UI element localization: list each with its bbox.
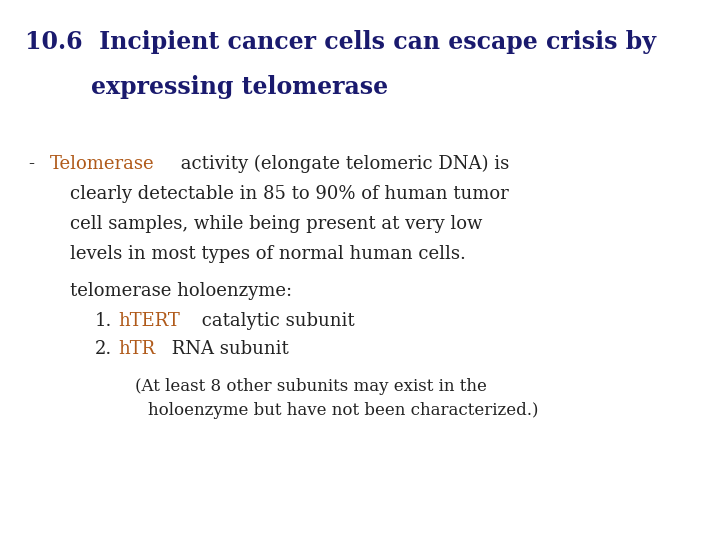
Text: activity (elongate telomeric DNA) is: activity (elongate telomeric DNA) is	[175, 155, 509, 173]
Text: clearly detectable in 85 to 90% of human tumor: clearly detectable in 85 to 90% of human…	[70, 185, 509, 203]
Text: cell samples, while being present at very low: cell samples, while being present at ver…	[70, 215, 482, 233]
Text: holoenzyme but have not been characterized.): holoenzyme but have not been characteriz…	[148, 402, 539, 419]
Text: levels in most types of normal human cells.: levels in most types of normal human cel…	[70, 245, 466, 263]
Text: -: -	[28, 155, 34, 173]
Text: 10.6  Incipient cancer cells can escape crisis by: 10.6 Incipient cancer cells can escape c…	[25, 30, 656, 54]
Text: 2.: 2.	[95, 340, 112, 358]
Text: 1.: 1.	[95, 312, 112, 330]
Text: Telomerase: Telomerase	[50, 155, 155, 173]
Text: RNA subunit: RNA subunit	[166, 340, 289, 358]
Text: expressing telomerase: expressing telomerase	[25, 75, 388, 99]
Text: (At least 8 other subunits may exist in the: (At least 8 other subunits may exist in …	[135, 378, 487, 395]
Text: hTERT: hTERT	[118, 312, 180, 330]
Text: catalytic subunit: catalytic subunit	[196, 312, 355, 330]
Text: hTR: hTR	[118, 340, 155, 358]
Text: telomerase holoenzyme:: telomerase holoenzyme:	[70, 282, 292, 300]
